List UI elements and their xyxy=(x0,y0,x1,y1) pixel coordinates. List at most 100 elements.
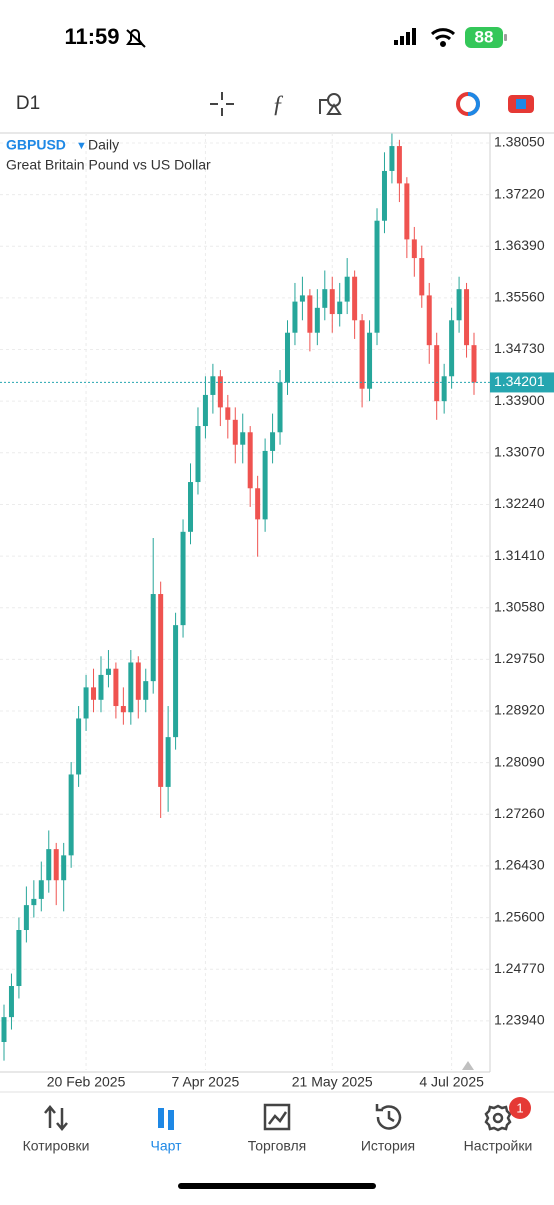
battery-level: 88 xyxy=(475,27,494,46)
mute-icon xyxy=(126,29,146,48)
candle-body xyxy=(143,681,149,700)
bottom-nav: Котировки Чарт Торговля История Настройки 1 xyxy=(23,1097,533,1154)
candle-body xyxy=(53,849,59,881)
candle-body xyxy=(426,295,432,346)
candle-body xyxy=(46,849,52,881)
badge xyxy=(509,1097,531,1119)
candle-body xyxy=(299,295,305,302)
candle-body xyxy=(367,332,373,389)
candle-body xyxy=(381,170,387,221)
y-tick-label: 1.37220 xyxy=(494,185,545,201)
candle-body xyxy=(247,432,253,489)
candle-body xyxy=(225,407,231,420)
candle-body xyxy=(202,394,208,427)
objects-button[interactable] xyxy=(319,93,342,115)
candle-body xyxy=(329,289,335,315)
candle-body xyxy=(105,668,111,675)
candle-body xyxy=(441,376,447,402)
candle-body xyxy=(352,276,358,321)
indicators-button[interactable]: ƒ xyxy=(272,92,284,118)
candle-body xyxy=(232,419,238,445)
candle-body xyxy=(314,307,320,333)
crosshair-button[interactable] xyxy=(210,92,234,116)
trade-button[interactable] xyxy=(456,92,480,116)
x-tick-label: 4 Jul 2025 xyxy=(419,1074,484,1090)
candle-body xyxy=(389,146,395,171)
candle-body xyxy=(411,239,417,259)
battery xyxy=(465,27,503,48)
candle-body xyxy=(449,320,455,377)
candle-body xyxy=(404,183,410,240)
candle-body xyxy=(240,432,246,445)
nav-icon[interactable] xyxy=(263,1103,291,1131)
symbol-dropdown[interactable]: ▼ xyxy=(76,140,87,152)
candle-body xyxy=(456,289,462,321)
candle-body xyxy=(16,930,22,987)
nav-label[interactable]: Чарт xyxy=(150,1138,182,1154)
candle-body xyxy=(91,687,97,700)
candle-body xyxy=(165,737,171,787)
candle-body xyxy=(344,276,350,302)
nav-icon[interactable] xyxy=(484,1104,512,1132)
current-price-box xyxy=(490,372,554,393)
y-tick-label: 1.28920 xyxy=(494,702,545,718)
candle-body xyxy=(255,488,261,520)
chart-subtitle: Great Britain Pound vs US Dollar xyxy=(6,157,211,173)
y-tick-label: 1.25600 xyxy=(494,908,545,924)
signal-icon xyxy=(394,28,416,45)
candle-body xyxy=(1,1017,7,1043)
candle-body xyxy=(434,345,440,402)
candle-body xyxy=(262,450,268,520)
candle-body xyxy=(68,774,74,856)
candle-body xyxy=(128,662,134,713)
y-tick-label: 1.26430 xyxy=(494,857,545,873)
chart: 1.38050 1.37220 1.36390 1.35560 1.34730 1.339… xyxy=(0,132,554,1090)
candle-body xyxy=(195,426,201,483)
y-tick-label: 1.24770 xyxy=(494,960,545,976)
candle-body xyxy=(270,432,276,451)
y-tick-label: 1.36390 xyxy=(494,237,545,253)
candle-body xyxy=(150,594,156,682)
nav-label[interactable]: Настройки xyxy=(464,1138,533,1154)
chart-period: Daily xyxy=(88,137,119,153)
home-indicator xyxy=(178,1183,376,1189)
candle-body xyxy=(158,594,164,787)
x-tick-label: 21 May 2025 xyxy=(292,1074,373,1090)
candle-body xyxy=(23,905,29,931)
y-tick-label: 1.33070 xyxy=(494,444,545,460)
y-tick-label: 1.34730 xyxy=(494,340,545,356)
account-button[interactable] xyxy=(508,95,534,113)
timeframe[interactable]: D1 xyxy=(16,93,40,114)
current-price-label: 1.34201 xyxy=(494,373,545,389)
nav-icon[interactable] xyxy=(158,1108,174,1130)
scroll-marker xyxy=(462,1061,474,1070)
nav-icon[interactable] xyxy=(375,1104,402,1130)
candle-body xyxy=(337,301,343,315)
nav-label[interactable]: Торговля xyxy=(248,1138,306,1154)
nav-icon[interactable] xyxy=(44,1105,68,1131)
y-tick-label: 1.23940 xyxy=(494,1012,545,1028)
candle-body xyxy=(135,662,141,700)
candle-body xyxy=(396,146,402,184)
x-tick-label: 20 Feb 2025 xyxy=(47,1074,126,1090)
y-tick-label: 1.31410 xyxy=(494,547,545,563)
chart-symbol[interactable]: GBPUSD xyxy=(6,137,66,153)
candle-body xyxy=(464,289,470,346)
candle-body xyxy=(83,687,89,719)
candle-body xyxy=(98,674,104,700)
candle-body xyxy=(359,320,365,389)
nav-label[interactable]: История xyxy=(361,1138,415,1154)
y-tick-label: 1.27260 xyxy=(494,805,545,821)
candle-body xyxy=(210,376,216,395)
candle-body xyxy=(38,880,44,899)
candle-body xyxy=(173,625,179,738)
y-tick-label: 1.33900 xyxy=(494,392,545,408)
status-time: 11:59 xyxy=(64,24,119,49)
nav-icon-hole[interactable] xyxy=(492,1112,504,1124)
nav-label[interactable]: Котировки xyxy=(23,1138,90,1154)
candle-body xyxy=(31,898,37,906)
candle-body xyxy=(374,220,380,333)
candle-body xyxy=(188,482,194,532)
candle-body xyxy=(76,718,82,775)
